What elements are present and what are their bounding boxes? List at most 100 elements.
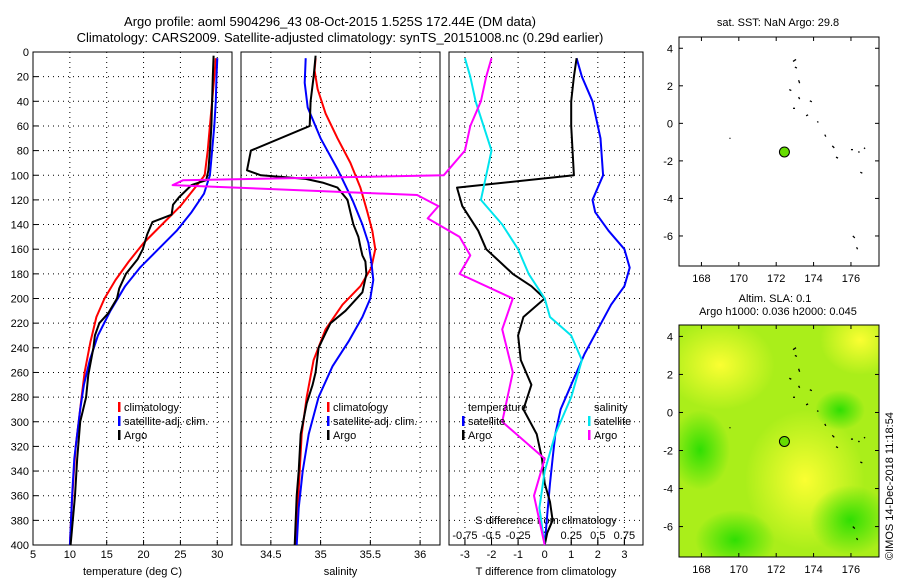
series-line-climatology <box>294 58 377 546</box>
plot-frame <box>448 51 644 546</box>
legend-swatch <box>462 430 465 440</box>
temperature-panel: 5 10 15 20 25 30 temperature (deg C) 0 20 40 60 80 1… <box>11 47 233 578</box>
legend-label: Argo <box>594 430 617 442</box>
x-tick-label: 3 <box>621 549 627 561</box>
island-mark <box>788 377 792 380</box>
x-tick-label: 34.5 <box>260 549 281 561</box>
x-tick-label: 174 <box>804 273 822 285</box>
y-tick-label: -6 <box>663 522 673 534</box>
island-mark <box>805 403 809 406</box>
x-tick-label: 172 <box>767 273 785 285</box>
figure-title-line1: Argo profile: aoml 5904296_43 08-Oct-201… <box>124 14 536 29</box>
x-tick-label: 176 <box>842 564 860 576</box>
island-mark <box>824 423 827 427</box>
s-tick-label: -0.25 <box>506 530 531 542</box>
y-tick-label: 180 <box>11 269 29 281</box>
legend-title-salinity: salinity <box>594 402 628 414</box>
s-tick-label: 0.25 <box>561 530 582 542</box>
y-tick-label: 0 <box>667 118 673 130</box>
y-tick-label: 240 <box>11 343 29 355</box>
sla-map-title-line1: Altim. SLA: 0.1 <box>739 293 812 305</box>
y-tick-label: 400 <box>11 540 29 552</box>
island-mark <box>792 347 797 351</box>
y-tick-label: 120 <box>11 195 29 207</box>
legend-label: climatology <box>124 402 180 414</box>
y-tick-label: 340 <box>11 466 29 478</box>
s-tick-label: -0.75 <box>452 530 477 542</box>
island-mark <box>852 235 856 239</box>
salinity-panel: 34.5 35 35.5 36 salinity climatology satellite… <box>240 51 441 578</box>
sst-map-title: sat. SST: NaN Argo: 29.8 <box>717 17 839 29</box>
figure-title-line2: Climatology: CARS2009. Satellite-adjuste… <box>77 30 604 45</box>
island-mark <box>805 114 809 117</box>
y-tick-label: 100 <box>11 170 29 182</box>
x-tick-label: -2 <box>487 549 497 561</box>
y-tick-label: 200 <box>11 294 29 306</box>
x-axis-label: temperature (deg C) <box>83 566 182 578</box>
difference-panel: -3 -2 -1 0 1 2 3T difference from climatologyS… <box>171 51 644 578</box>
series-line-temperature-satellite <box>543 57 631 546</box>
x-tick-label: 168 <box>692 564 710 576</box>
x-tick-label: 35 <box>314 549 326 561</box>
plot-frame <box>32 51 233 546</box>
series-line-argo <box>246 55 368 546</box>
y-tick-label: 320 <box>11 441 29 453</box>
series-line-salinity-argo <box>171 57 546 546</box>
island-mark <box>794 354 798 358</box>
y-tick-label: -2 <box>663 156 673 168</box>
map-frame <box>678 324 880 558</box>
x-tick-label: 15 <box>101 549 113 561</box>
island-mark <box>835 156 839 159</box>
x-tick-label: 20 <box>137 549 149 561</box>
series-line-argo <box>69 55 215 546</box>
island-mark <box>792 58 797 62</box>
s-tick-label: -0.5 <box>482 530 501 542</box>
legend-swatch <box>588 416 591 426</box>
island-mark <box>788 88 792 92</box>
island-mark <box>855 537 859 541</box>
series-line-satellite-adj-clim- <box>68 58 219 546</box>
island-mark <box>794 66 798 69</box>
y-tick-label: -4 <box>663 484 673 496</box>
x-tick-label: 168 <box>692 273 710 285</box>
series-line-satellite-adj-clim- <box>295 58 375 546</box>
legend-label: Argo <box>468 430 491 442</box>
y-tick-label: 380 <box>11 515 29 527</box>
s-tick-label: 0.5 <box>590 530 605 542</box>
legend-swatch <box>118 402 121 412</box>
argo-position-marker <box>778 146 790 158</box>
x-tick-label: 170 <box>730 564 748 576</box>
y-tick-label: -6 <box>663 231 673 243</box>
x-tick-label: 1 <box>568 549 574 561</box>
legend-label: Argo <box>333 430 356 442</box>
map-frame <box>678 36 880 267</box>
series-line-salinity-satellite <box>463 57 583 546</box>
island-mark <box>831 434 835 438</box>
sla-map-panel: 168 170 172 174 176 -6 -4 -2 0 2 4 <box>663 324 880 576</box>
y-tick-label: 20 <box>17 72 29 84</box>
x-tick-label: 170 <box>730 273 748 285</box>
island-mark <box>835 446 839 449</box>
legend-title-temperature: temperature <box>468 402 527 414</box>
y-tick-label: 2 <box>667 81 673 93</box>
x-tick-label: 30 <box>211 549 223 561</box>
legend-label: satellite <box>468 416 505 428</box>
legend-swatch <box>118 416 121 426</box>
island-mark <box>863 147 866 150</box>
island-mark <box>855 246 859 250</box>
island-mark <box>857 440 860 443</box>
x-tick-label: 25 <box>174 549 186 561</box>
y-tick-label: 4 <box>667 331 673 343</box>
legend-swatch <box>327 430 330 440</box>
legend-label: Argo <box>124 430 147 442</box>
island-mark <box>816 410 819 413</box>
x-tick-label: 10 <box>64 549 76 561</box>
y-tick-label: -4 <box>663 193 673 205</box>
island-mark <box>860 171 863 174</box>
island-mark <box>798 385 801 389</box>
y-tick-label: 300 <box>11 417 29 429</box>
island-mark <box>863 436 866 439</box>
sst-map-panel: 168 170 172 174 176 -6 -4 -2 0 2 4 <box>663 36 880 285</box>
y-tick-label: 4 <box>667 43 673 55</box>
